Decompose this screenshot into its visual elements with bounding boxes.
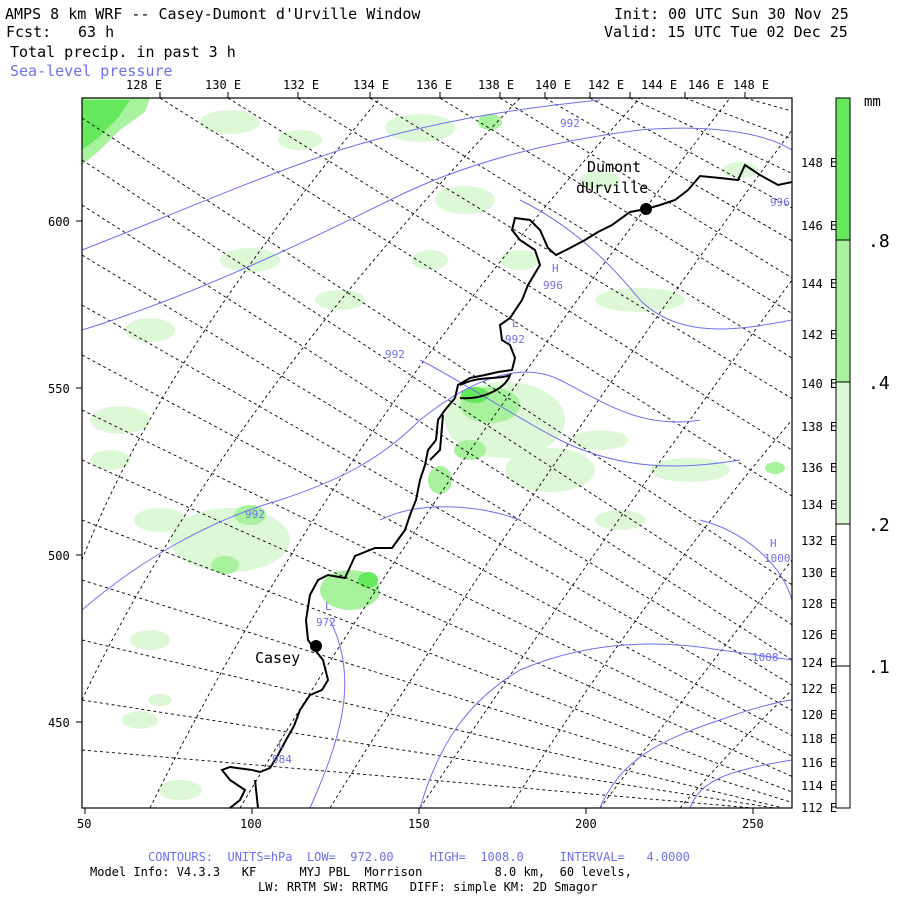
colorbar-segment bbox=[836, 382, 850, 524]
right-lon-labels: 148 E 146 E 144 E 142 E 140 E 138 E 136 … bbox=[801, 156, 837, 815]
init-time: Init: 00 UTC Sun 30 Nov 25 bbox=[614, 5, 849, 23]
slp-contours bbox=[82, 99, 792, 808]
colorbar-label: .8 bbox=[868, 231, 890, 252]
lon-label: 144 E bbox=[801, 277, 837, 291]
slp-label: 992 bbox=[505, 333, 525, 346]
colorbar-segment bbox=[836, 240, 850, 382]
lon-label: 130 E bbox=[205, 78, 241, 92]
lon-label: 112 E bbox=[801, 801, 837, 815]
overlay-name: Sea-level pressure bbox=[10, 62, 173, 80]
slp-label: 992 bbox=[560, 117, 580, 130]
dumont-label: Dumont bbox=[587, 158, 641, 176]
y-tick-label: 600 bbox=[48, 215, 70, 229]
lon-label: 148 E bbox=[733, 78, 769, 92]
lon-label: 126 E bbox=[801, 628, 837, 642]
y-tick-labels: 600 550 500 450 bbox=[48, 215, 70, 730]
precip-shading bbox=[82, 98, 785, 800]
casey-marker bbox=[310, 640, 322, 652]
slp-label: 996 bbox=[543, 279, 563, 292]
x-tick-label: 200 bbox=[575, 817, 597, 831]
x-tick-label: 150 bbox=[408, 817, 430, 831]
durville-label: dUrville bbox=[576, 179, 648, 197]
slp-center-l: L bbox=[325, 600, 332, 613]
casey-label: Casey bbox=[255, 649, 300, 667]
plot-frame bbox=[81, 97, 793, 809]
colorbar-segment bbox=[836, 524, 850, 666]
forecast-label: Fcst: bbox=[6, 23, 52, 41]
slp-label: 992 bbox=[245, 508, 265, 521]
slp-labels: 992 996 H 996 L 992 992 992 L 972 H 1000… bbox=[245, 117, 791, 766]
coastline bbox=[220, 163, 793, 809]
lon-label: 118 E bbox=[801, 732, 837, 746]
lon-label: 142 E bbox=[588, 78, 624, 92]
slp-label: 1008 bbox=[752, 651, 779, 664]
x-tick-label: 100 bbox=[240, 817, 262, 831]
lon-label: 132 E bbox=[801, 534, 837, 548]
field-name: Total precip. in past 3 h bbox=[10, 43, 236, 61]
forecast-hour: 63 h bbox=[78, 23, 115, 41]
lon-label: 148 E bbox=[801, 156, 837, 170]
lon-label: 114 E bbox=[801, 779, 837, 793]
slp-center-h: H bbox=[770, 537, 777, 550]
physics-info: LW: RRTM SW: RRTMG DIFF: simple KM: 2D S… bbox=[258, 880, 598, 894]
slp-label: 996 bbox=[770, 196, 790, 209]
colorbar-label: .2 bbox=[868, 515, 890, 536]
model-info: Model Info: V4.3.3 KF MYJ PBL Morrison 8… bbox=[90, 865, 632, 879]
slp-label: 992 bbox=[385, 348, 405, 361]
y-tick-label: 550 bbox=[48, 382, 70, 396]
colorbar-label: .4 bbox=[868, 373, 890, 394]
lon-label: 138 E bbox=[801, 420, 837, 434]
lon-label: 128 E bbox=[126, 78, 162, 92]
valid-time: Valid: 15 UTC Tue 02 Dec 25 bbox=[604, 23, 848, 41]
lon-label: 132 E bbox=[283, 78, 319, 92]
places: Dumont dUrville Casey bbox=[255, 158, 652, 667]
dumont-durville-marker bbox=[640, 203, 652, 215]
lon-label: 134 E bbox=[801, 498, 837, 512]
y-tick-label: 450 bbox=[48, 716, 70, 730]
x-tick-labels: 50 100 150 200 250 bbox=[77, 817, 764, 831]
lon-label: 122 E bbox=[801, 682, 837, 696]
slp-center-l: L bbox=[278, 738, 285, 751]
lon-label: 140 E bbox=[801, 377, 837, 391]
lon-label: 120 E bbox=[801, 708, 837, 722]
x-tick-label: 250 bbox=[742, 817, 764, 831]
x-ticks bbox=[84, 808, 754, 814]
lon-label: 136 E bbox=[416, 78, 452, 92]
colorbar-segment bbox=[836, 666, 850, 808]
lon-label: 138 E bbox=[478, 78, 514, 92]
lon-label: 146 E bbox=[688, 78, 724, 92]
slp-label: 972 bbox=[316, 616, 336, 629]
lon-label: 134 E bbox=[353, 78, 389, 92]
colorbar-unit: mm bbox=[864, 94, 881, 110]
lon-label: 146 E bbox=[801, 219, 837, 233]
y-ticks bbox=[76, 220, 82, 723]
lon-label: 128 E bbox=[801, 597, 837, 611]
lon-label: 116 E bbox=[801, 756, 837, 770]
lon-label: 144 E bbox=[641, 78, 677, 92]
top-lon-labels: 128 E 130 E 132 E 134 E 136 E 138 E 140 … bbox=[126, 78, 769, 92]
colorbar-label: .1 bbox=[868, 657, 890, 678]
lon-label: 124 E bbox=[801, 656, 837, 670]
y-tick-label: 500 bbox=[48, 549, 70, 563]
lon-label: 142 E bbox=[801, 328, 837, 342]
slp-label: 984 bbox=[272, 753, 292, 766]
slp-center-h: H bbox=[552, 262, 559, 275]
map-title: AMPS 8 km WRF -- Casey-Dumont d'Urville … bbox=[5, 5, 421, 23]
top-ticks bbox=[159, 92, 746, 98]
slp-label: 1000 bbox=[764, 552, 791, 565]
lon-label: 136 E bbox=[801, 461, 837, 475]
colorbar: mm .8 .4 .2 .1 bbox=[835, 94, 890, 809]
colorbar-segment bbox=[836, 98, 850, 240]
lon-label: 140 E bbox=[535, 78, 571, 92]
x-tick-label: 50 bbox=[77, 817, 91, 831]
lon-label: 130 E bbox=[801, 566, 837, 580]
slp-center-l: L bbox=[512, 317, 519, 330]
contour-info: CONTOURS: UNITS=hPa LOW= 972.00 HIGH= 10… bbox=[148, 850, 690, 864]
